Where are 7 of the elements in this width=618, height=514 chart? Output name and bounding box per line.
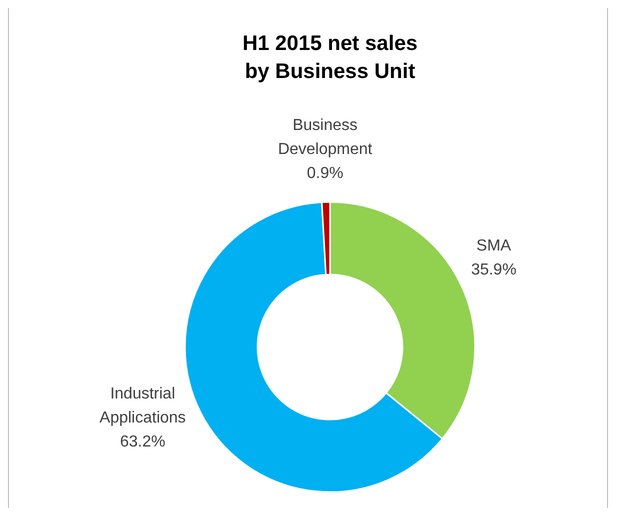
slice-label: SMA — [476, 237, 512, 254]
data-label: 35.9% — [471, 261, 516, 278]
data-label: 0.9% — [306, 165, 344, 182]
slice-label: Industrial Applications — [100, 385, 186, 426]
data-label: 63.2% — [120, 433, 166, 450]
chart-title: H1 2015 net sales by Business Unit — [242, 32, 418, 83]
slice-label: Business Development — [278, 117, 373, 158]
